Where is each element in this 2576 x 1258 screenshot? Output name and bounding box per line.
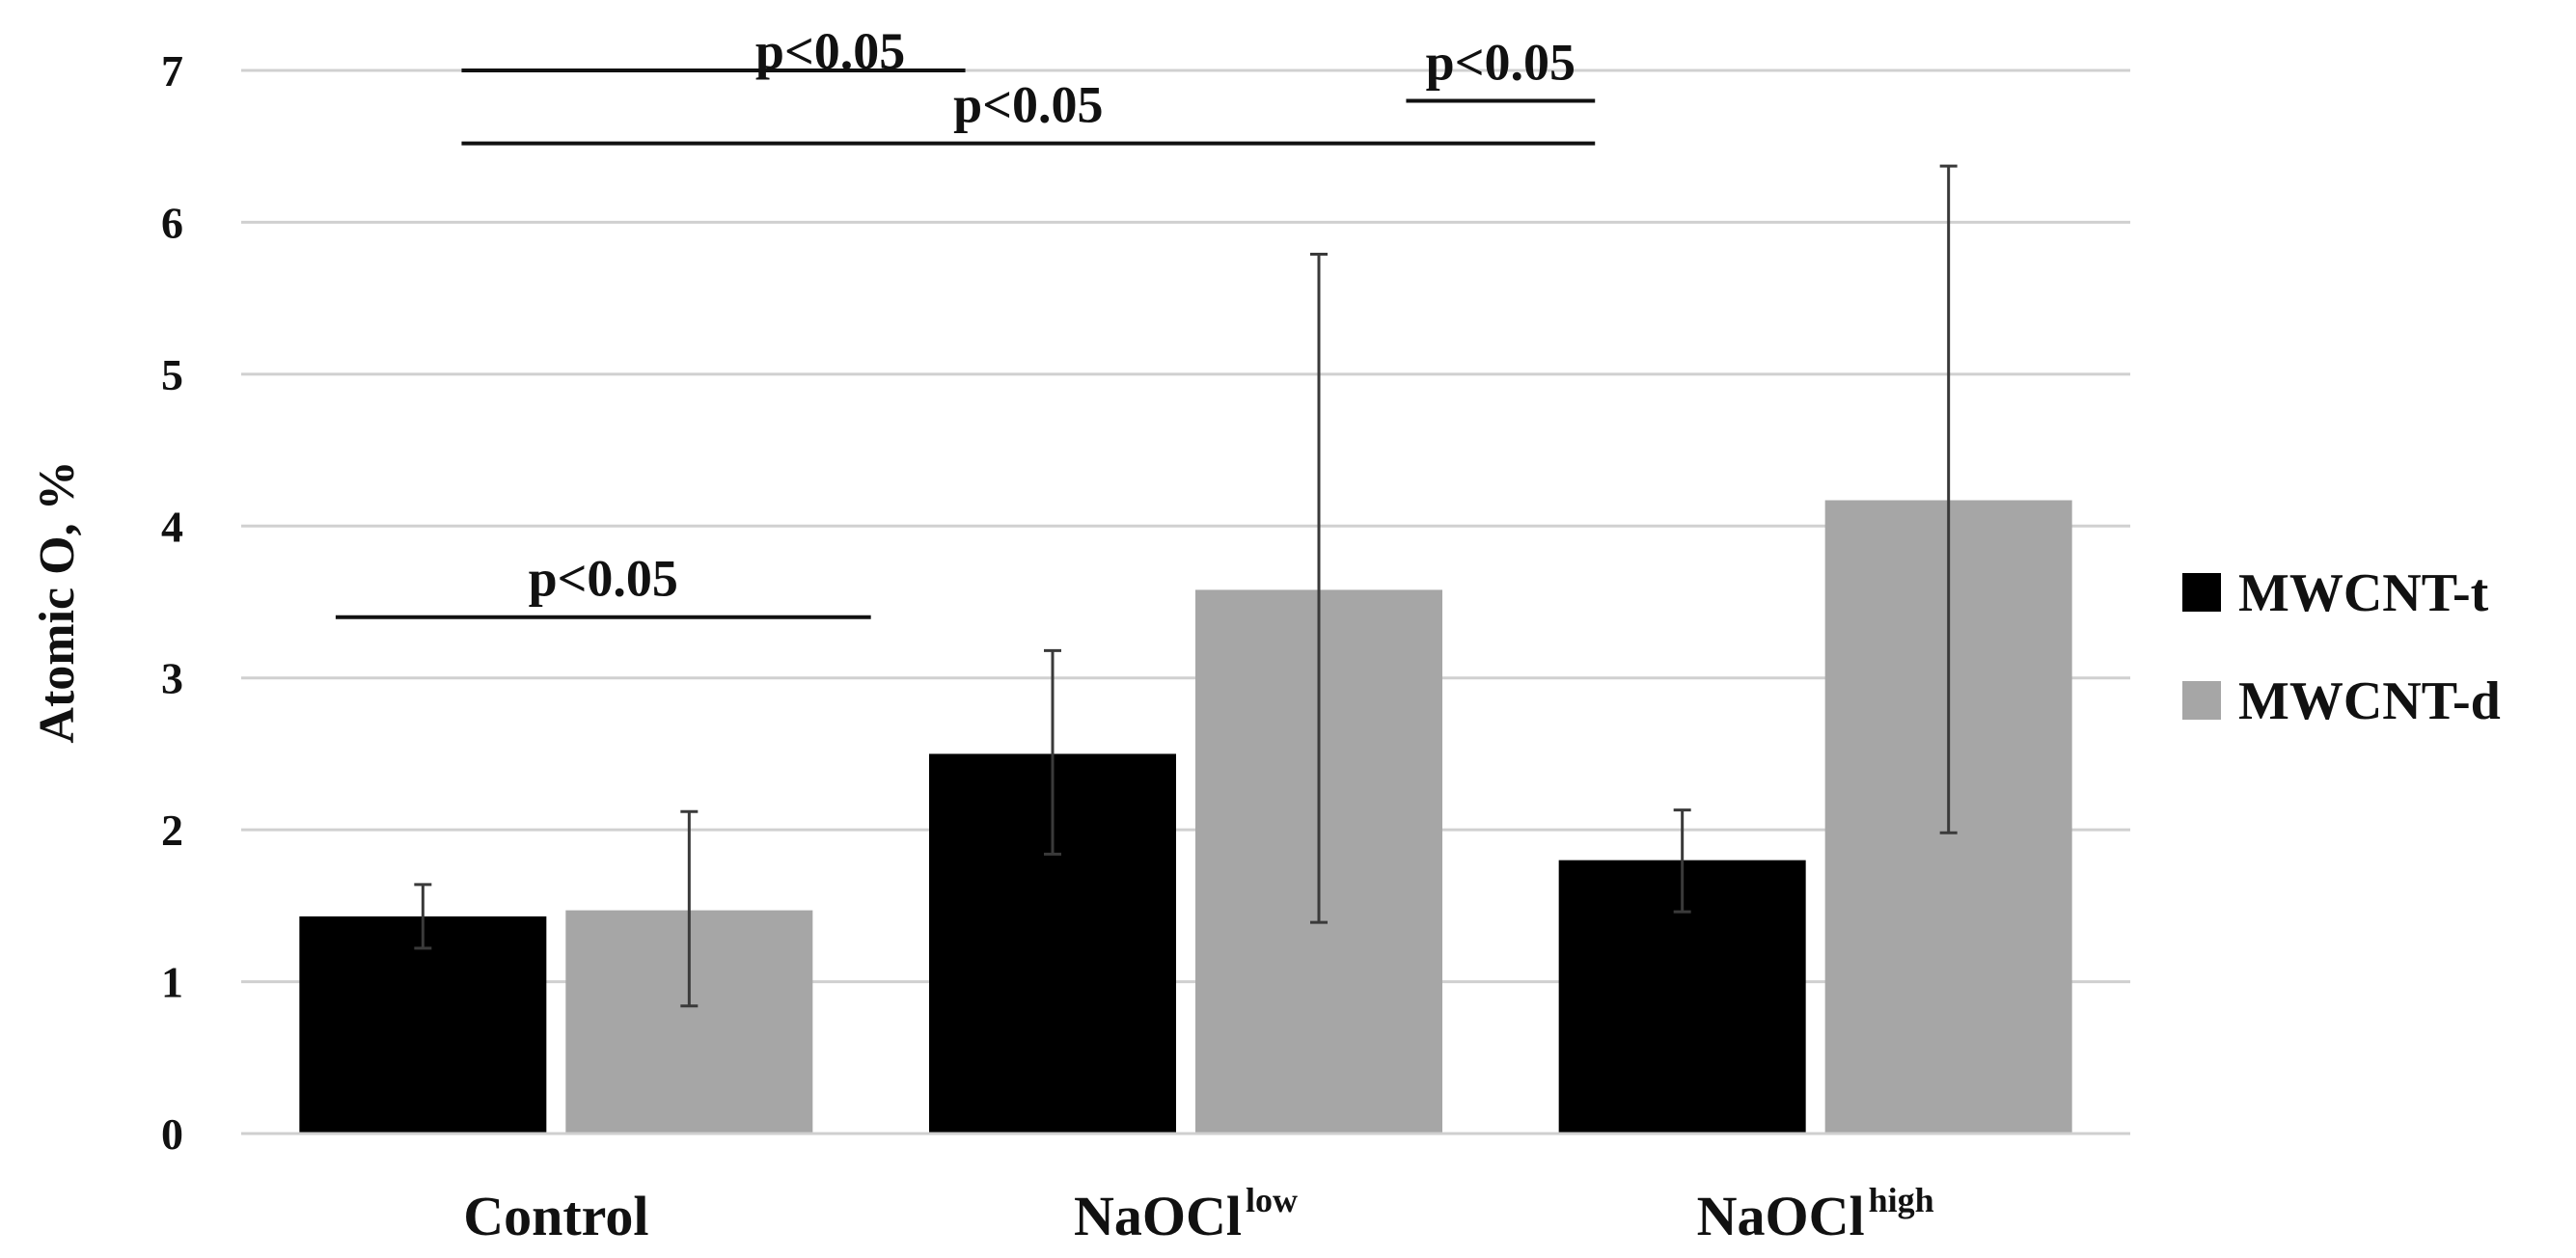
x-tick-label-superscript-1: low	[1246, 1181, 1298, 1219]
y-tick-label-4: 4	[161, 502, 183, 551]
significance-annotations: p<0.05 p<0.05 p<0.05 p<0.05	[335, 22, 1596, 619]
error-bars	[414, 164, 1958, 1008]
x-tick-label-2: NaOCl high	[1697, 1181, 1934, 1247]
x-tick-label-base-1: NaOCl	[1074, 1185, 1242, 1247]
significance-label-1: p<0.05	[755, 22, 905, 80]
y-tick-label-0: 0	[161, 1109, 183, 1159]
bar-MWCNT-t-0	[299, 916, 547, 1134]
y-tick-label-5: 5	[161, 350, 183, 399]
y-tick-label-7: 7	[161, 46, 183, 96]
x-tick-label-base-0: Control	[463, 1185, 648, 1247]
legend-swatch-MWCNT-d	[2182, 681, 2221, 720]
significance-label-2: p<0.05	[953, 76, 1103, 134]
legend-label-MWCNT-t: MWCNT-t	[2238, 563, 2489, 623]
significance-label-3: p<0.05	[1426, 33, 1576, 91]
x-tick-label-superscript-2: high	[1869, 1181, 1934, 1219]
y-tick-label-2: 2	[161, 806, 183, 855]
significance-label-0: p<0.05	[529, 550, 678, 608]
x-tick-label-base-2: NaOCl	[1697, 1185, 1865, 1247]
x-tick-label-0: Control	[463, 1185, 648, 1247]
y-tick-label-3: 3	[161, 654, 183, 703]
legend-swatch-MWCNT-t	[2182, 573, 2221, 612]
legend-label-MWCNT-d: MWCNT-d	[2238, 671, 2501, 731]
y-axis-title: Atomic O, %	[30, 460, 85, 743]
y-tick-label-6: 6	[161, 198, 183, 247]
y-tick-label-1: 1	[161, 958, 183, 1007]
x-tick-label-1: NaOCl low	[1074, 1181, 1298, 1247]
legend: MWCNT-t MWCNT-d	[2182, 563, 2501, 731]
